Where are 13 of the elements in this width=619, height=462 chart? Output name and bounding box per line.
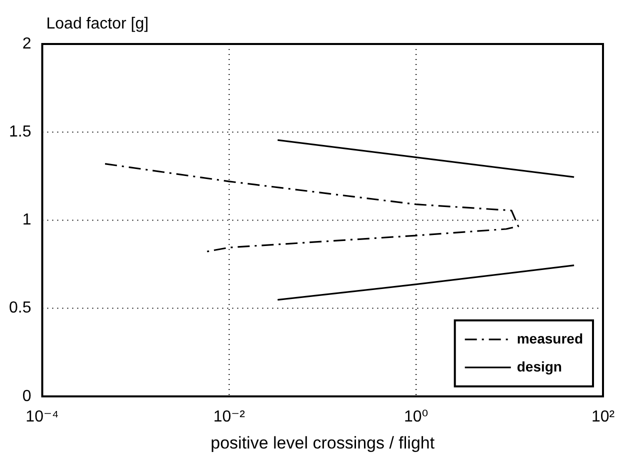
x-tick-label: 10⁻⁴	[26, 408, 59, 426]
x-axis-title: positive level crossings / flight	[210, 433, 435, 452]
x-tick-label: 10⁰	[404, 408, 428, 426]
y-tick-label: 0.5	[8, 300, 32, 317]
y-tick-label: 1.5	[8, 124, 32, 141]
y-tick-label: 1	[22, 212, 32, 229]
legend-label: design	[516, 358, 562, 374]
x-tick-label: 10⁻²	[213, 408, 246, 426]
legend-label: measured	[516, 330, 584, 346]
y-tick-label: 0	[22, 388, 32, 405]
y-axis-title: Load factor [g]	[46, 15, 149, 32]
y-tick-label: 2	[22, 35, 32, 52]
x-tick-label: 10²	[591, 408, 616, 426]
